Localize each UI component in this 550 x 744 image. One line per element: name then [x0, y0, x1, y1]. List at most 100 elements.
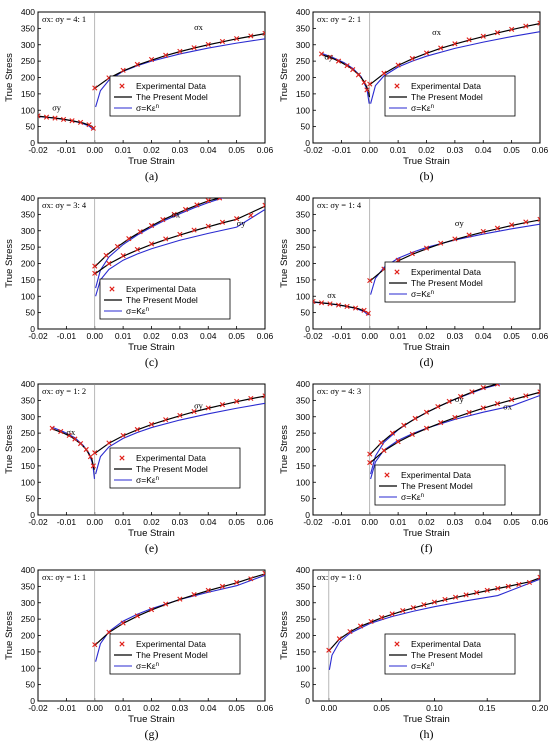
chart-h-y-axis-title: True Stress	[279, 611, 290, 660]
chart-d-exp-point	[438, 240, 444, 246]
chart-f-exp-point	[452, 414, 458, 420]
chart-g-xtick-label: 0.04	[200, 703, 217, 713]
chart-a-ytick-label: 100	[21, 105, 35, 115]
chart-h-exp-point	[379, 614, 385, 621]
chart-e-y-axis-title: True Stress	[4, 425, 15, 474]
chart-b-exp-point	[381, 70, 387, 76]
panel-a: 0 50 100 150 200 250 300 350 400 -0.02 -0.01 0.00 0.…	[0, 0, 275, 186]
chart-h-ytick-label: 400	[296, 565, 310, 575]
chart-e-x-axis-title: True Strain	[128, 528, 175, 539]
chart-b-xtick-label: 0.02	[418, 145, 435, 155]
chart-e-exp-point	[219, 402, 226, 408]
chart-a-exp-point	[177, 48, 183, 54]
chart-f-xtick-label: 0.06	[532, 517, 549, 527]
chart-a-y-axis-title: True Stress	[4, 53, 15, 102]
chart-g-plot-area	[92, 570, 265, 662]
chart-f-exp-point	[446, 398, 452, 404]
chart-d-exp-point	[523, 219, 529, 225]
chart-f-xtick-label: 0.05	[503, 517, 520, 527]
chart-a-xtick-label: -0.02	[28, 145, 48, 155]
chart-a-legend-box	[109, 75, 241, 117]
chart-d-sub-label: (d)	[420, 355, 434, 369]
chart-d-exp-point	[423, 245, 430, 251]
chart-g-exp-point	[262, 570, 265, 576]
chart-e-exp-point	[90, 463, 96, 469]
chart-h-exp-point	[516, 581, 522, 587]
chart-c-xtick-label: 0.00	[86, 331, 103, 341]
chart-f-exp-point	[423, 409, 430, 415]
chart-f-exp-point	[537, 389, 540, 395]
chart-a-ytick-label: 150	[21, 89, 35, 99]
chart-b-ytick-label: 150	[296, 89, 310, 99]
chart-h-exp-point	[326, 647, 332, 653]
chart-d-ytick-label: 0	[305, 324, 310, 334]
chart-h-exp-point	[347, 628, 353, 635]
chart-b-exp-point	[344, 63, 350, 69]
chart-e-exp-point	[106, 440, 112, 446]
chart-b-xtick-label: 0.00	[361, 145, 378, 155]
chart-e-ytick-label: 150	[21, 461, 35, 471]
chart-f-exp-point	[438, 420, 444, 426]
chart-h-ytick-label: 350	[296, 581, 310, 591]
chart-b-exp-point	[423, 50, 430, 56]
chart-c-xtick-label: 0.05	[228, 331, 245, 341]
chart-f-ytick-label: 0	[305, 510, 310, 520]
chart-a-x-axis-title: True Strain	[128, 156, 175, 167]
chart-g-ytick-label: 400	[21, 565, 35, 575]
chart-d-xtick-label: 0.05	[503, 331, 520, 341]
chart-b: 0 50 100 150 200 250 300 350 400 -0.02 -0.01 0.00 0.…	[279, 7, 549, 183]
chart-h-exp-point	[495, 585, 501, 591]
chart-f-exp-point	[367, 460, 373, 466]
chart-c-exp-point	[219, 219, 226, 225]
chart-e-exp-point	[234, 398, 240, 404]
chart-c-exp-point	[114, 243, 121, 250]
chart-b-ytick-label: 400	[296, 7, 310, 17]
chart-e-exp-point	[87, 454, 94, 460]
chart-c-y-axis-title: True Stress	[4, 239, 15, 288]
chart-c-xtick-label: 0.01	[115, 331, 132, 341]
chart-e-legend-model-label: The Present Model	[136, 464, 208, 474]
chart-f-exp-point	[494, 384, 501, 387]
chart-b-ytick-label: 100	[296, 105, 310, 115]
chart-e-plot-area	[49, 393, 265, 480]
chart-b-exp-point	[523, 23, 529, 29]
chart-h-xtick-label: 0.10	[426, 703, 443, 713]
chart-h-ratio-label: σx: σy = 1: 0	[317, 572, 361, 582]
chart-a-exp-point	[38, 113, 41, 119]
chart-e-exp-point	[49, 425, 55, 431]
chart-d-exp-point	[409, 251, 415, 257]
chart-b-ytick-label: 50	[301, 122, 311, 132]
chart-g-legend-model-label: The Present Model	[136, 650, 208, 660]
chart-c-exp-point	[217, 198, 223, 201]
chart-e-model-line	[94, 395, 265, 454]
chart-h-ytick-label: 300	[296, 598, 310, 608]
chart-d-ytick-label: 400	[296, 193, 310, 203]
chart-c-exp-point	[171, 211, 177, 217]
chart-c-exp-point	[234, 216, 240, 222]
chart-c-exp-point	[106, 260, 112, 267]
chart-a-exp-point	[148, 56, 155, 63]
chart-b-y-axis-title: True Stress	[279, 53, 290, 102]
chart-d-exp-point	[335, 302, 342, 308]
chart-c-model-line	[94, 198, 220, 268]
chart-e-exp-point	[92, 450, 98, 456]
chart-e-xtick-label: 0.05	[228, 517, 245, 527]
chart-c-legend-exp-label: Experimental Data	[126, 284, 196, 294]
chart-g-xtick-label: -0.01	[57, 703, 77, 713]
chart-d-exp-point	[452, 236, 458, 242]
chart-a-xtick-label: 0.06	[257, 145, 274, 155]
chart-e-exp-point	[120, 432, 126, 439]
chart-h-exp-point	[389, 611, 395, 617]
chart-a-exp-point	[90, 125, 96, 131]
chart-e-ytick-label: 200	[21, 445, 35, 455]
chart-h-exp-point	[463, 592, 469, 598]
chart-d-ytick-label: 150	[296, 275, 310, 285]
chart-g-xtick-label: 0.03	[172, 703, 189, 713]
chart-h-exp-point	[400, 608, 406, 614]
chart-d-xtick-label: 0.03	[447, 331, 464, 341]
chart-d-xtick-label: -0.01	[332, 331, 352, 341]
chart-e-exp-point	[177, 412, 183, 419]
